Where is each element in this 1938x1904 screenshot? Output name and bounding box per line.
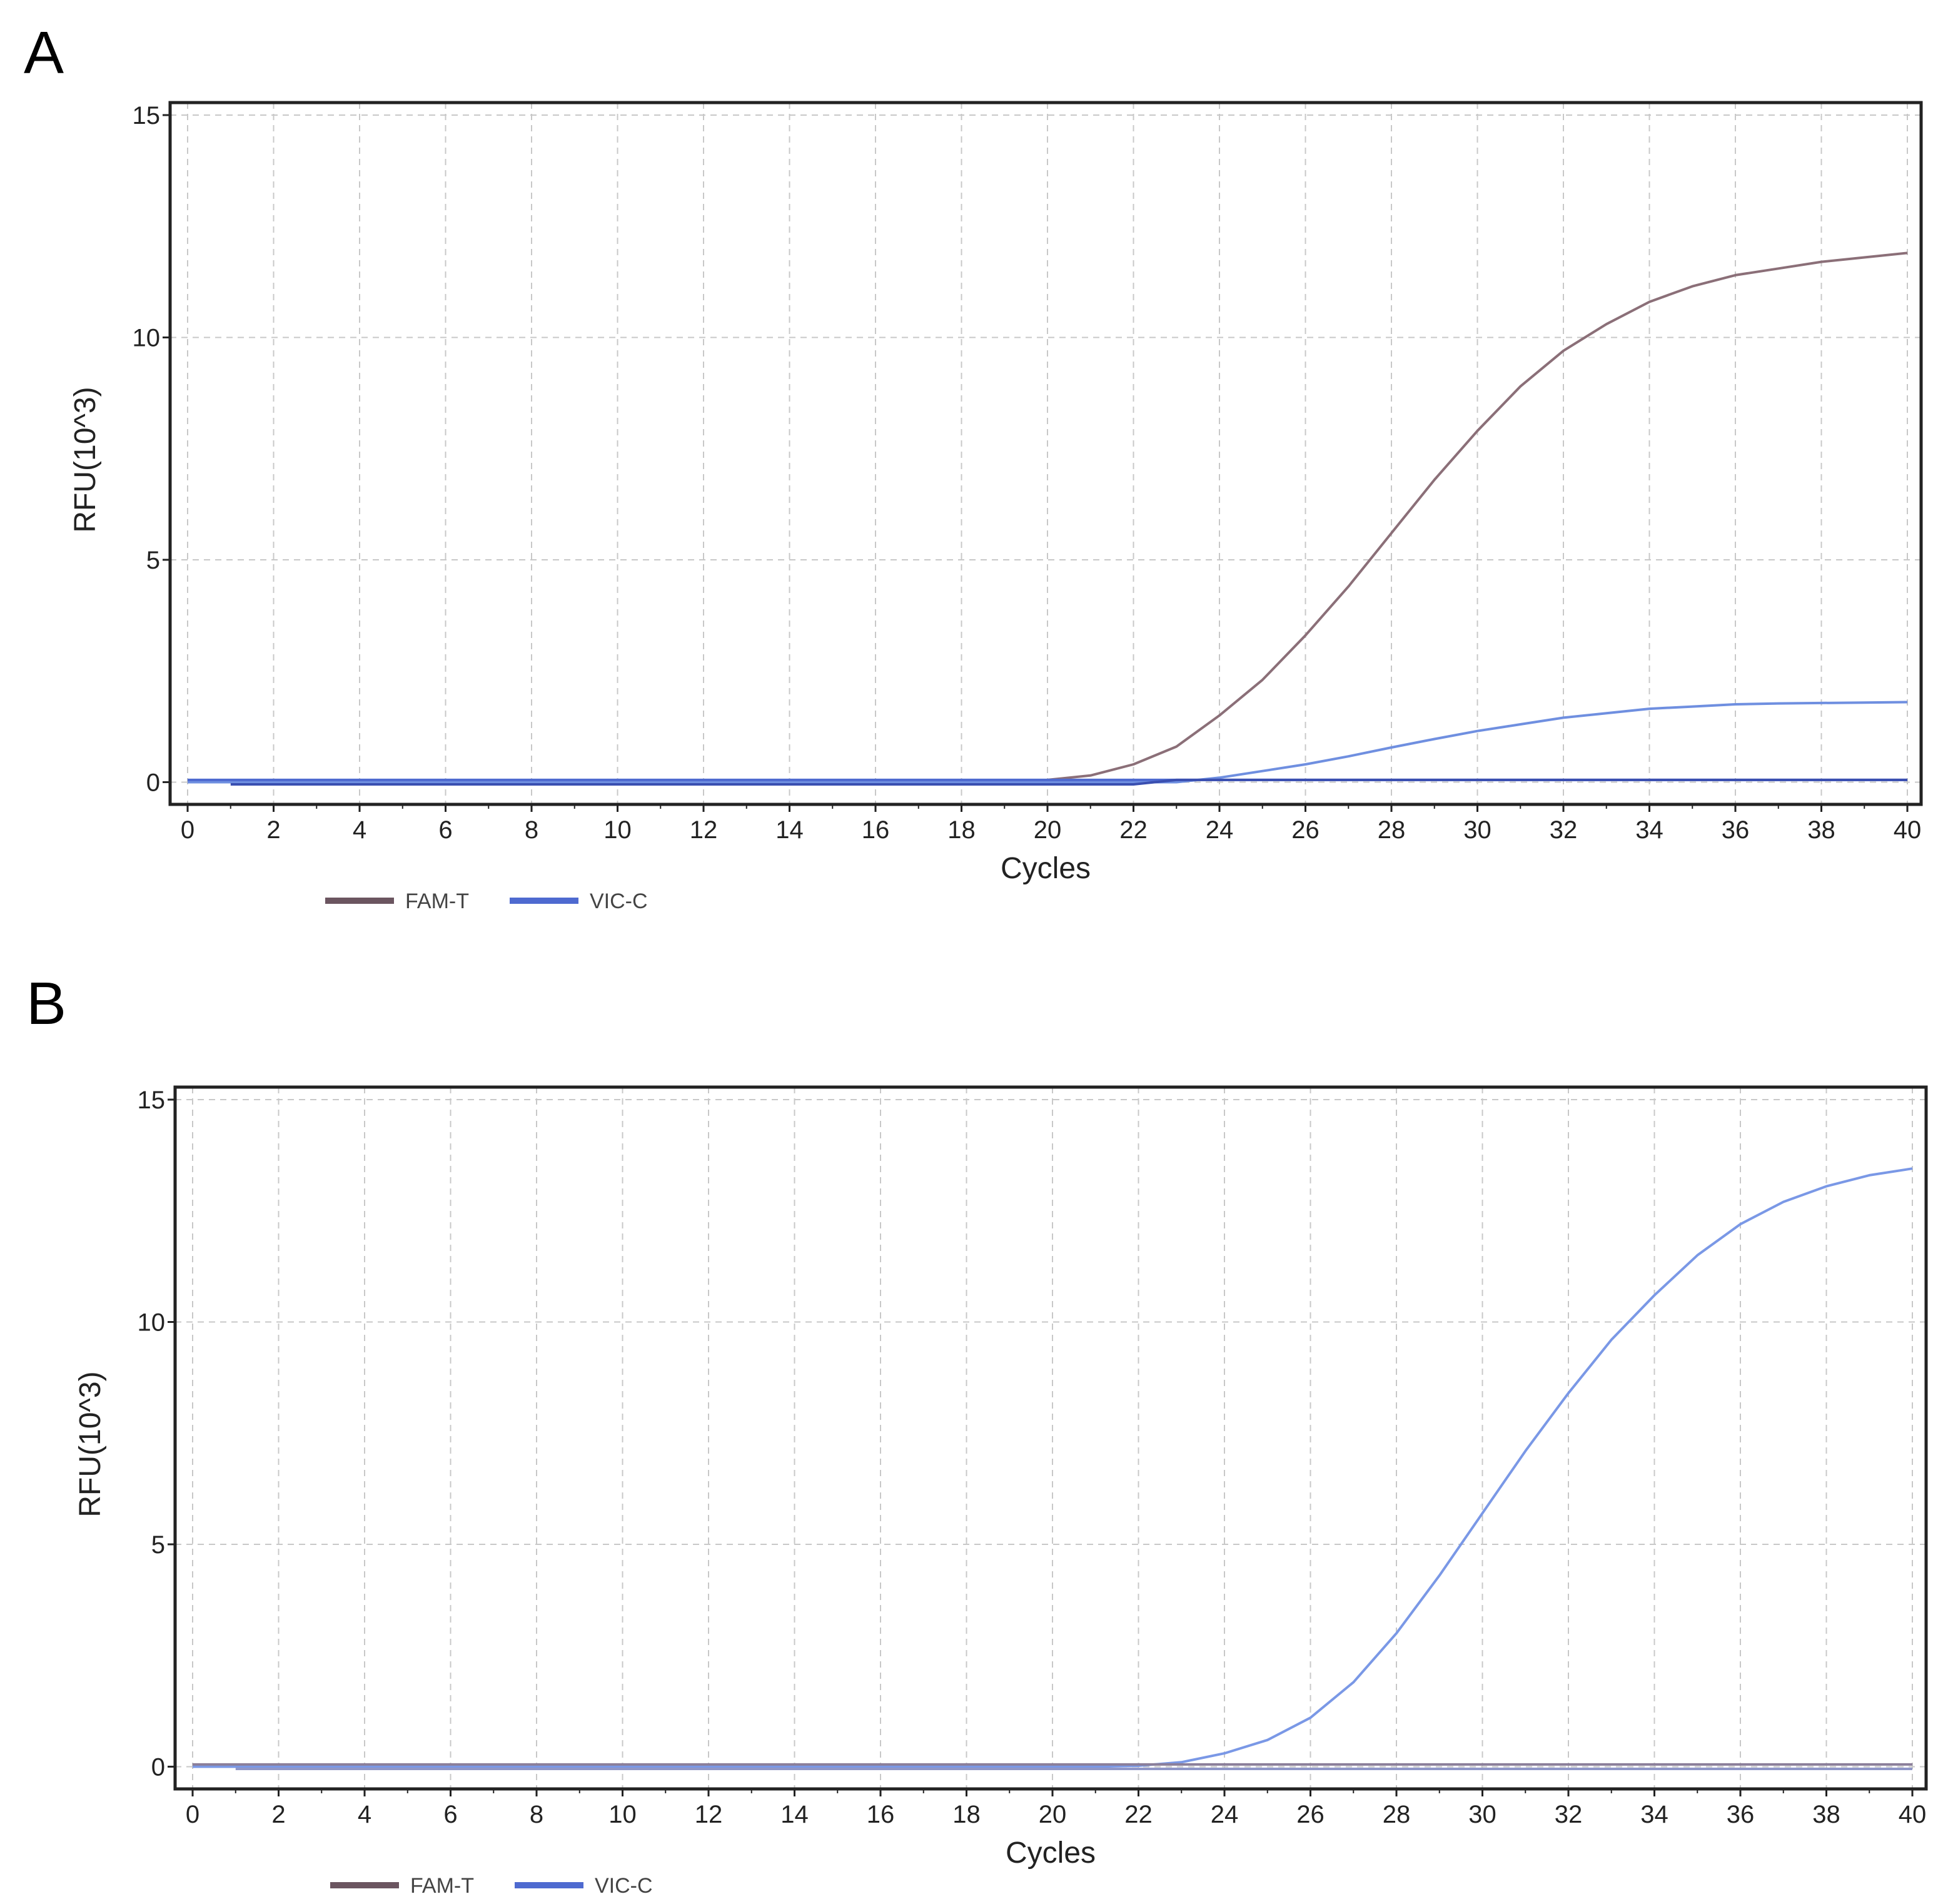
x-tick-label: 32 (1555, 1801, 1583, 1828)
x-tick-label: 24 (1206, 816, 1234, 844)
legend-label: VIC-C (595, 1874, 653, 1898)
x-tick-label: 26 (1296, 1801, 1325, 1828)
x-tick-label: 20 (1034, 816, 1062, 844)
y-tick-label: 10 (133, 324, 161, 352)
x-tick-label: 8 (525, 816, 538, 844)
y-axis: 0 5 10 15 (138, 1086, 175, 1781)
y-tick-label: 5 (146, 547, 160, 574)
x-tick-label: 16 (867, 1801, 895, 1828)
legend-label: FAM-T (405, 889, 469, 913)
chart-panel-b: 0 2 4 6 8 10 12 14 16 18 20 22 24 26 28 30 32 34 36 38 40051… (74, 1085, 1928, 1898)
x-tick-label: 30 (1468, 1801, 1496, 1828)
x-tick-label: 14 (775, 816, 804, 844)
plot-frame (173, 1085, 1928, 1791)
x-tick-label: 18 (947, 816, 976, 844)
x-tick-label: 22 (1124, 1801, 1153, 1828)
x-tick-label: 40 (1899, 1801, 1927, 1828)
gridlines (175, 1087, 1926, 1789)
x-tick-label: 34 (1635, 816, 1663, 844)
x-tick-label: 20 (1039, 1801, 1067, 1828)
x-axis: 0 2 4 6 8 10 12 14 16 18 20 22 24 26 28 30 32 34 36 38 40 (186, 1789, 1926, 1828)
y-tick-label: 5 (151, 1531, 165, 1559)
x-tick-label: 2 (266, 816, 280, 844)
chart-panel-a: 0 2 4 6 8 10 12 14 16 18 20 22 24 26 28 30 32 34 36 38 40051… (69, 101, 1923, 913)
series-line-vic-c (193, 1167, 1913, 1768)
x-tick-label: 0 (181, 816, 194, 844)
x-tick-label: 14 (780, 1801, 809, 1828)
x-tick-label: 22 (1119, 816, 1148, 844)
y-tick-label: 10 (138, 1309, 166, 1336)
panel-letter-a: A (24, 19, 64, 86)
y-tick-label: 0 (146, 769, 160, 796)
gridlines (170, 103, 1921, 804)
panel-letter-b: B (26, 970, 67, 1037)
x-tick-label: 0 (186, 1801, 199, 1828)
x-tick-label: 28 (1378, 816, 1406, 844)
x-tick-label: 30 (1463, 816, 1491, 844)
y-axis-title: RFU(10^3) (74, 1371, 107, 1517)
x-axis-title: Cycles (1001, 852, 1091, 885)
x-tick-label: 28 (1383, 1801, 1411, 1828)
x-tick-label: 12 (690, 816, 718, 844)
plot-frame (168, 101, 1923, 806)
x-tick-label: 36 (1722, 816, 1750, 844)
x-tick-label: 26 (1291, 816, 1320, 844)
x-tick-label: 2 (271, 1801, 285, 1828)
x-tick-label: 8 (530, 1801, 543, 1828)
x-tick-label: 34 (1640, 1801, 1668, 1828)
x-tick-label: 6 (438, 816, 452, 844)
y-tick-label: 15 (133, 102, 161, 129)
x-tick-label: 18 (952, 1801, 981, 1828)
x-axis-title: Cycles (1006, 1836, 1096, 1870)
series-line-vic-c (188, 701, 1908, 784)
x-tick-label: 32 (1550, 816, 1578, 844)
x-tick-label: 12 (695, 1801, 723, 1828)
y-tick-label: 15 (138, 1086, 166, 1114)
x-tick-label: 16 (862, 816, 890, 844)
legend-label: VIC-C (590, 889, 648, 913)
x-tick-label: 4 (358, 1801, 371, 1828)
legend: FAM-T VIC-C (330, 1874, 653, 1898)
x-axis: 0 2 4 6 8 10 12 14 16 18 20 22 24 26 28 30 32 34 36 38 40 (181, 804, 1921, 844)
y-axis: 0 5 10 15 (133, 102, 170, 796)
x-tick-label: 10 (603, 816, 632, 844)
y-axis-title: RFU(10^3) (69, 387, 102, 532)
legend: FAM-T VIC-C (325, 889, 648, 913)
y-tick-label: 0 (151, 1753, 165, 1781)
x-tick-label: 38 (1807, 816, 1835, 844)
x-tick-label: 38 (1812, 1801, 1840, 1828)
x-tick-label: 36 (1727, 1801, 1755, 1828)
x-tick-label: 40 (1894, 816, 1922, 844)
x-tick-label: 24 (1211, 1801, 1239, 1828)
series-line-baseline-3 (230, 778, 1907, 786)
x-tick-label: 10 (608, 1801, 637, 1828)
legend-label: FAM-T (410, 1874, 474, 1898)
x-tick-label: 4 (353, 816, 366, 844)
x-tick-label: 6 (443, 1801, 457, 1828)
